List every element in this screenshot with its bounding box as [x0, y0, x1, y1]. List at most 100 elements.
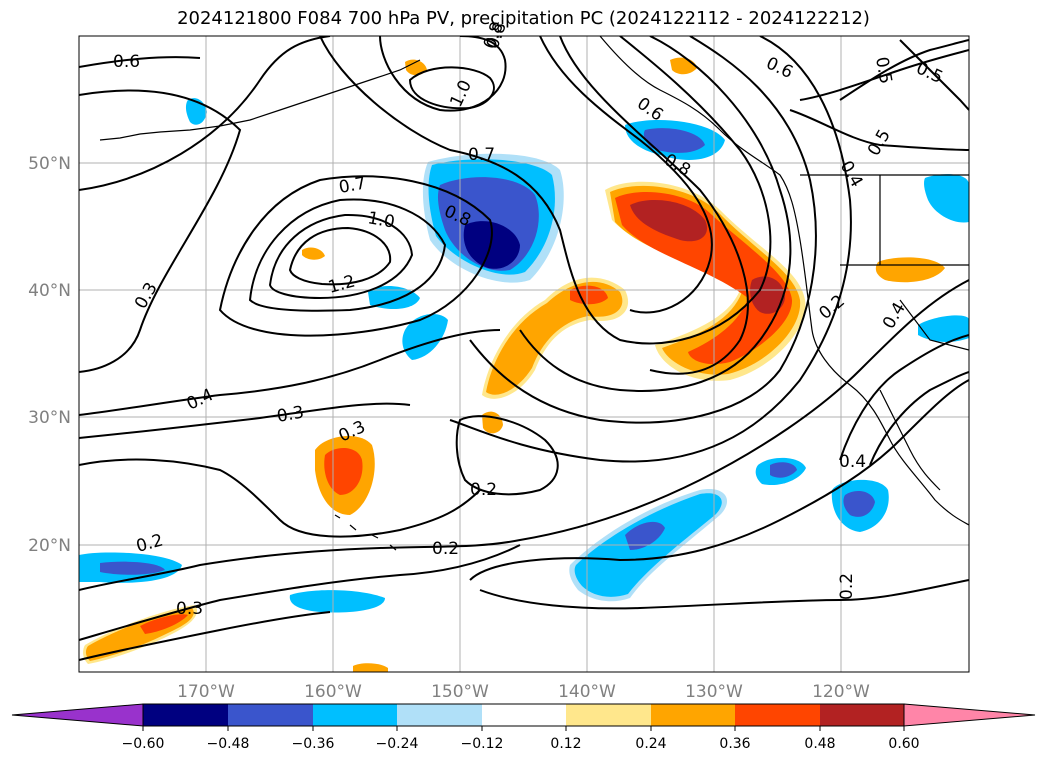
lat-label: 40°N: [28, 281, 71, 301]
lat-label: 20°N: [28, 536, 71, 556]
pv-contour-0-2-se-2: [479, 579, 969, 610]
alaska-coastline: [599, 36, 969, 526]
precip-sw-red: [140, 614, 188, 634]
colorbar-extend-high: [903, 703, 1036, 727]
precip-trop-blue-2: [770, 462, 797, 478]
pv-contour-0-6-north: [79, 56, 201, 68]
state-borders: [840, 175, 969, 351]
colorbar-tick-label: −0.36: [292, 736, 335, 752]
pv-contour-0-4-east-2: [869, 371, 969, 466]
colorbar-tick-label: 0.36: [719, 736, 750, 752]
pv-contour-0-2-se: [469, 379, 969, 581]
pv-contour-0-3-mid: [79, 402, 411, 439]
lon-label: 150°W: [431, 682, 489, 702]
pv-contour-0-2-tropics: [79, 279, 969, 591]
precip-blob-dark-blue: [463, 221, 520, 269]
pv-contour-0-2-south-2: [79, 611, 331, 661]
precip-blob-cyan-6: [924, 174, 969, 223]
lon-label: 160°W: [304, 682, 362, 702]
lon-label: 140°W: [558, 682, 616, 702]
pv-contour-trough-5: [469, 36, 817, 424]
map-frame: [78, 35, 970, 673]
precip-band-dark-red: [630, 200, 708, 242]
pv-contour-trough-4: [519, 36, 792, 392]
precip-trop-cyan-4: [289, 590, 385, 613]
precip-small-orange-4: [875, 257, 945, 283]
lon-label: 120°W: [812, 682, 870, 702]
pv-contour-low-3: [268, 213, 414, 300]
contour-label: 0.4: [839, 452, 866, 472]
precip-small-orange-5: [353, 663, 388, 672]
precip-band-dark-red-2: [750, 276, 786, 314]
precip-trop-blue: [625, 521, 665, 550]
precip-trop-blue-3: [843, 490, 875, 517]
pv-contour-0-4: [79, 329, 501, 416]
pv-contour-low-4: [288, 226, 392, 286]
pv-contour-0-3: [79, 36, 331, 191]
precip-blob-blue-2: [643, 128, 705, 153]
colorbar-tick-label: 0.24: [635, 736, 666, 752]
colorbar-segment: [820, 704, 904, 726]
colorbar-tick-label: −0.48: [207, 736, 250, 752]
contour-label: 0.7: [468, 145, 495, 165]
pv-contour-trough-2: [539, 36, 713, 314]
pv-contour-0-4-east: [839, 334, 969, 461]
contour-label: 0.6: [113, 52, 140, 72]
colorbar-segment: [566, 704, 651, 726]
lat-label: 50°N: [28, 154, 71, 174]
pv-contour-trough-6: [449, 36, 852, 463]
colorbar-tick-label: 0.60: [888, 736, 919, 752]
precip-trop-blue-4: [100, 561, 165, 575]
pv-contour-1-0: [408, 66, 495, 110]
aleutian-islands: [99, 59, 421, 141]
pv-contour-0-5-east: [899, 39, 969, 111]
longitude-labels: 170°W 160°W 150°W 140°W 130°W 120°W: [177, 682, 870, 702]
pv-contour-0-6-ne: [799, 49, 969, 101]
precip-blob-cyan-7: [918, 315, 969, 342]
contour-label: 0.2: [470, 480, 497, 500]
map-title: 2024121800 F084 700 hPa PV, precipitatio…: [177, 8, 870, 29]
pv-contour-0-4-ne: [789, 109, 969, 151]
colorbar-tick-label: −0.60: [122, 736, 165, 752]
contour-label: 0.7: [337, 174, 367, 198]
pv-contour-low-1: [218, 175, 493, 337]
precip-band-red-orange: [615, 191, 793, 365]
colorbar-segment: [143, 704, 228, 726]
pv-contour-trough-1: [319, 36, 772, 345]
lat-label: 30°N: [28, 408, 71, 428]
pv-contour-0-2-sw: [79, 458, 481, 538]
baja-coast: [879, 389, 941, 491]
colorbar-frame: [142, 703, 905, 727]
colorbar-segment: [735, 704, 820, 726]
lon-label: 170°W: [177, 682, 235, 702]
pv-contour-trough-3: [559, 36, 749, 375]
precip-hawaii-red: [324, 448, 363, 495]
pv-contour-low-2: [248, 198, 447, 312]
pv-contour-0-2-sub: [455, 415, 559, 496]
colorbar-segment: [228, 704, 313, 726]
contour-label: 0.2: [837, 573, 857, 600]
pv-contour-0-2-south: [79, 544, 521, 641]
pv-contour-lines: [79, 36, 969, 661]
contour-label: 1.0: [366, 208, 396, 232]
colorbar-tick-label: −0.24: [376, 736, 419, 752]
contour-label: 0.5: [871, 55, 895, 85]
pv-contour-0-7: [79, 89, 242, 373]
latitude-labels: 50°N 40°N 30°N 20°N: [28, 154, 71, 556]
colorbar-tick-label: −0.12: [461, 736, 504, 752]
contour-label: 0.3: [176, 599, 203, 619]
pv-contour-0-5-ne: [839, 39, 969, 101]
coastline-layer: [99, 36, 969, 551]
precip-fill-layer: [79, 57, 969, 672]
colorbar: −0.60 −0.48 −0.36 −0.24 −0.12 0.12 0.24 …: [11, 703, 1036, 752]
contour-label: 0.3: [275, 403, 305, 427]
colorbar-tick-label: 0.48: [804, 736, 835, 752]
colorbar-segment: [651, 704, 735, 726]
colorbar-segment: [313, 704, 397, 726]
graticule: [79, 36, 969, 672]
colorbar-extend-low: [11, 703, 144, 727]
colorbar-tick-label: 0.12: [550, 736, 581, 752]
contour-label: 0.2: [432, 539, 459, 559]
precip-blob-cyan-2: [368, 286, 420, 310]
